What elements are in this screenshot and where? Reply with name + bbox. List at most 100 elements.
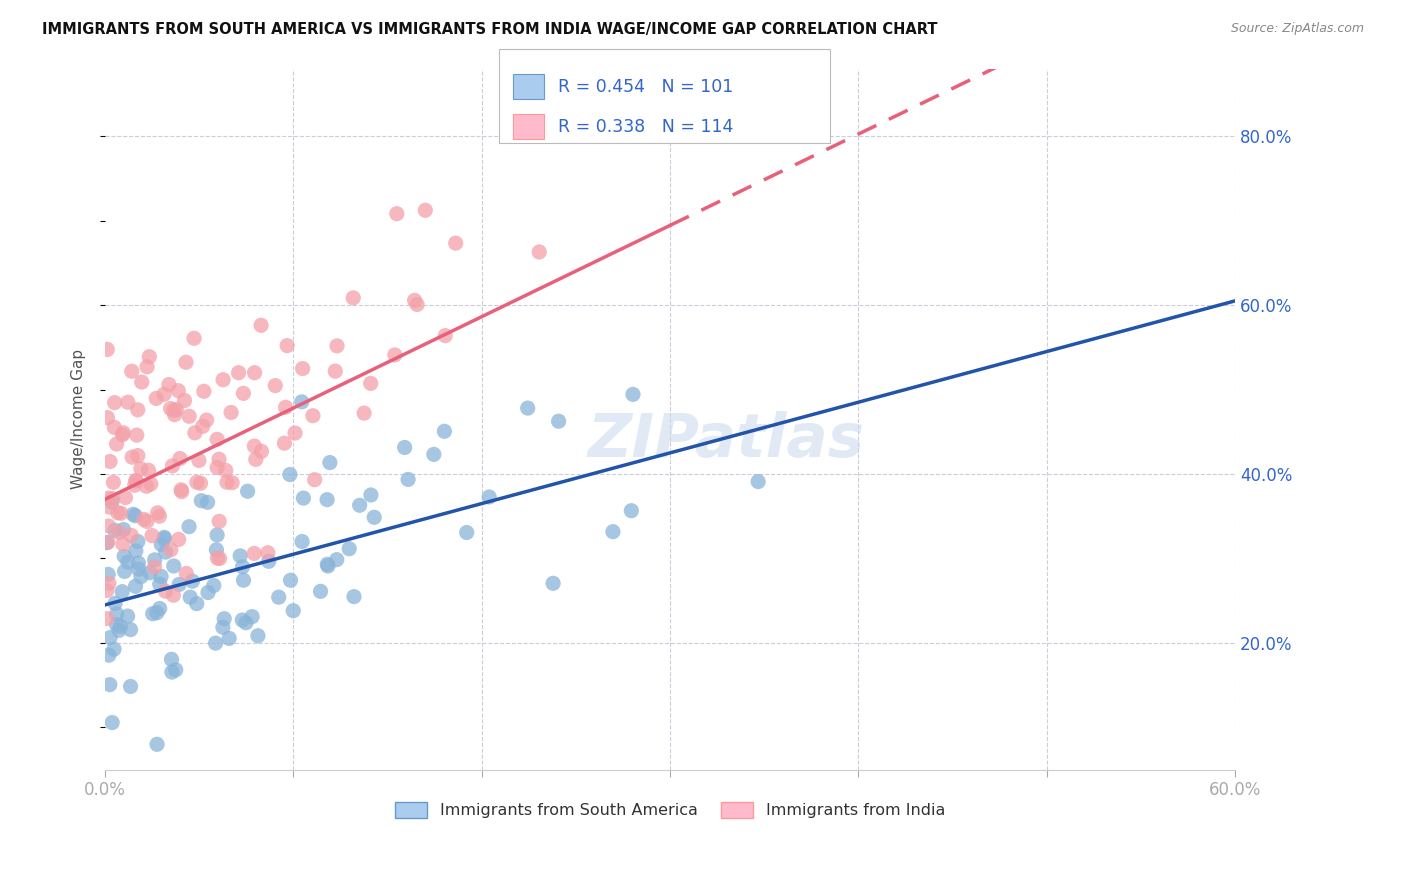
Point — [129, 569, 152, 583]
Point — [101, 715, 124, 730]
Point — [149, 577, 172, 591]
Point — [278, 467, 301, 482]
Point — [145, 392, 167, 406]
Point — [104, 596, 127, 610]
Point — [120, 528, 142, 542]
Point — [250, 318, 273, 333]
Point — [160, 665, 183, 679]
Point — [112, 549, 135, 564]
Point — [122, 508, 145, 522]
Point — [162, 588, 184, 602]
Point — [208, 452, 231, 467]
Point — [204, 636, 226, 650]
Point — [186, 475, 208, 490]
Point — [101, 491, 124, 506]
Point — [316, 559, 339, 574]
Point — [105, 607, 128, 621]
Point — [621, 387, 644, 401]
Point — [434, 328, 457, 343]
Point — [177, 519, 200, 533]
Point — [167, 384, 190, 398]
Point — [132, 512, 155, 526]
Point — [121, 450, 143, 465]
Point — [221, 475, 243, 490]
Point — [124, 508, 146, 523]
Point — [207, 551, 229, 566]
Point — [138, 350, 160, 364]
Point — [228, 366, 250, 380]
Point — [316, 492, 339, 507]
Point — [155, 584, 177, 599]
Point — [111, 427, 134, 442]
Point — [747, 475, 769, 489]
Point — [197, 495, 219, 509]
Point — [97, 535, 120, 549]
Point — [316, 558, 339, 572]
Point — [529, 244, 551, 259]
Point — [394, 441, 416, 455]
Point — [190, 493, 212, 508]
Point — [215, 463, 238, 477]
Point — [143, 560, 166, 574]
Point — [127, 449, 149, 463]
Point — [107, 506, 129, 520]
Point — [229, 549, 252, 563]
Point — [117, 395, 139, 409]
Point — [139, 566, 162, 580]
Point — [96, 612, 118, 626]
Point — [174, 355, 197, 369]
Point — [131, 375, 153, 389]
Point — [136, 515, 159, 529]
Point — [208, 514, 231, 528]
Point — [326, 552, 349, 566]
Point — [250, 444, 273, 458]
Point — [117, 609, 139, 624]
Point — [120, 680, 142, 694]
Point — [360, 376, 382, 391]
Point — [129, 462, 152, 476]
Point — [150, 569, 173, 583]
Point — [142, 607, 165, 621]
Point — [160, 652, 183, 666]
Point — [176, 566, 198, 581]
Point — [292, 491, 315, 505]
Point — [173, 393, 195, 408]
Point — [125, 428, 148, 442]
Point — [146, 506, 169, 520]
Point — [141, 528, 163, 542]
Point — [159, 542, 181, 557]
Point — [96, 583, 118, 598]
Point — [360, 488, 382, 502]
Point — [146, 737, 169, 751]
Point — [620, 504, 643, 518]
Point — [195, 413, 218, 427]
Point — [283, 604, 305, 618]
Point — [98, 454, 121, 468]
Point — [235, 615, 257, 630]
Point — [232, 386, 254, 401]
Point — [342, 291, 364, 305]
Point — [384, 348, 406, 362]
Point — [108, 525, 131, 540]
Point — [181, 574, 204, 589]
Point — [257, 546, 280, 560]
Point — [112, 425, 135, 440]
Point — [326, 339, 349, 353]
Point — [205, 433, 228, 447]
Point — [212, 373, 235, 387]
Point — [478, 490, 501, 504]
Point — [150, 537, 173, 551]
Point — [396, 472, 419, 486]
Point — [163, 559, 186, 574]
Point — [243, 439, 266, 453]
Point — [96, 410, 118, 425]
Point — [162, 458, 184, 473]
Point — [110, 506, 132, 520]
Point — [406, 297, 429, 311]
Point — [104, 395, 127, 409]
Point — [139, 477, 162, 491]
Point — [105, 437, 128, 451]
Point — [319, 456, 342, 470]
Point — [205, 460, 228, 475]
Point — [236, 484, 259, 499]
